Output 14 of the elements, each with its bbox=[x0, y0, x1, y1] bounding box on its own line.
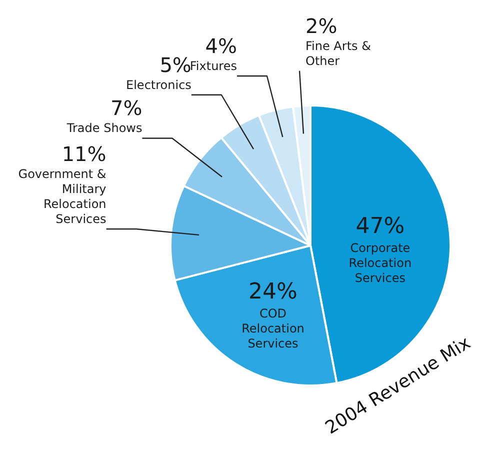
data-label: 47% bbox=[356, 214, 405, 239]
data-label: 5% bbox=[160, 52, 192, 77]
slice-label: Corporate Relocation Services bbox=[348, 240, 412, 285]
data-label: 4% bbox=[205, 34, 237, 58]
slice-label: Trade Shows bbox=[66, 121, 142, 136]
slice-label: COD Relocation Services bbox=[242, 306, 304, 351]
slice-label: Fine Arts & Other bbox=[306, 38, 371, 68]
slice-label: Electronics bbox=[126, 78, 192, 92]
data-label: 24% bbox=[248, 280, 298, 305]
data-label: 7% bbox=[110, 96, 142, 120]
data-label: 2% bbox=[306, 14, 338, 38]
slice-label: Government & Military Relocation Services bbox=[18, 167, 106, 226]
data-label: 11% bbox=[62, 142, 106, 166]
slice-label: Fixtures bbox=[190, 59, 237, 73]
